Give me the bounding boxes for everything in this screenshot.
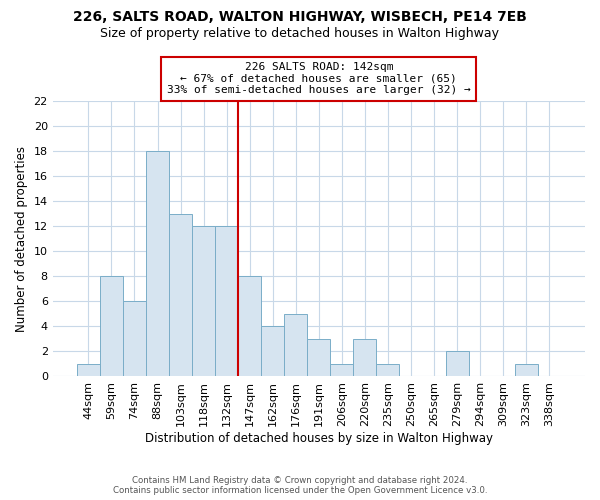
Bar [123, 302, 146, 376]
Bar [192, 226, 215, 376]
Text: 226, SALTS ROAD, WALTON HIGHWAY, WISBECH, PE14 7EB: 226, SALTS ROAD, WALTON HIGHWAY, WISBECH… [73, 10, 527, 24]
Bar [169, 214, 192, 376]
Bar [376, 364, 400, 376]
Text: Contains HM Land Registry data © Crown copyright and database right 2024.
Contai: Contains HM Land Registry data © Crown c… [113, 476, 487, 495]
Bar [515, 364, 538, 376]
Bar [261, 326, 284, 376]
Text: Size of property relative to detached houses in Walton Highway: Size of property relative to detached ho… [101, 28, 499, 40]
Bar [215, 226, 238, 376]
Bar [284, 314, 307, 376]
Bar [446, 352, 469, 376]
Bar [77, 364, 100, 376]
Bar [146, 151, 169, 376]
Bar [100, 276, 123, 376]
Y-axis label: Number of detached properties: Number of detached properties [15, 146, 28, 332]
Bar [307, 339, 331, 376]
Bar [238, 276, 261, 376]
X-axis label: Distribution of detached houses by size in Walton Highway: Distribution of detached houses by size … [145, 432, 493, 445]
Bar [353, 339, 376, 376]
Text: 226 SALTS ROAD: 142sqm
← 67% of detached houses are smaller (65)
33% of semi-det: 226 SALTS ROAD: 142sqm ← 67% of detached… [167, 62, 471, 96]
Bar [331, 364, 353, 376]
